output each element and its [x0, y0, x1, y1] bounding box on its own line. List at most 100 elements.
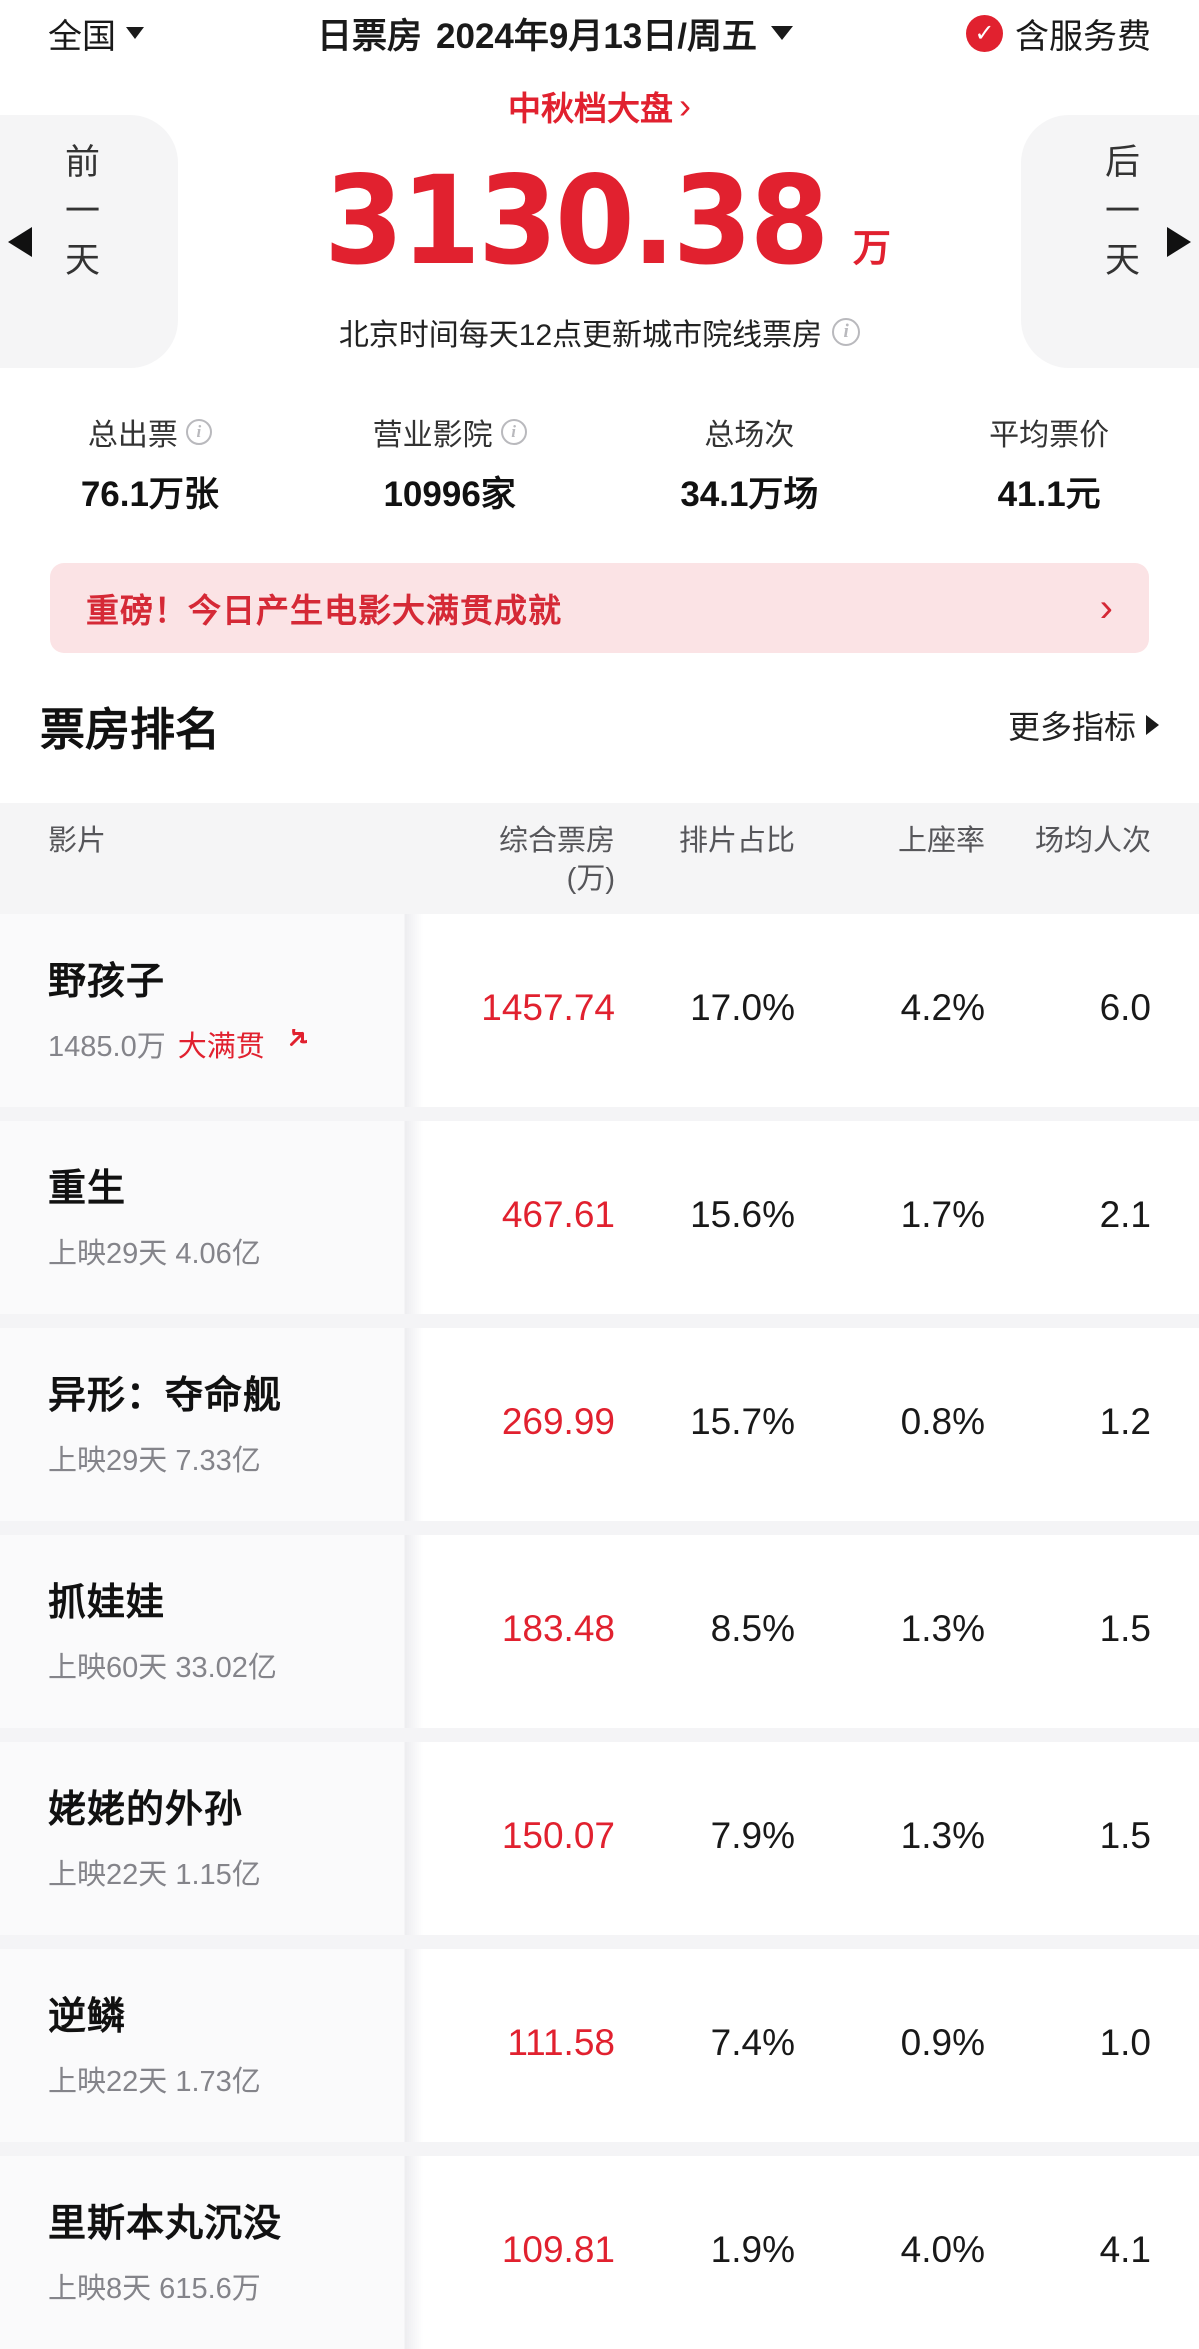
table-row[interactable]: 抓娃娃 上映60天 33.02亿 183.48 8.5% 1.3% 1.5 — [0, 1535, 1199, 1743]
stat-value: 76.1万张 — [80, 475, 219, 514]
box-office-value: 1457.74 — [481, 986, 615, 1028]
box-office-value: 150.07 — [501, 1814, 615, 1856]
stat-value: 10996家 — [383, 475, 516, 514]
per-show-value: 1.5 — [1099, 1814, 1151, 1856]
stat-item: 平均票价 41.1元 — [899, 410, 1199, 517]
table-row[interactable]: 异形：夺命舰 上映29天 7.33亿 269.99 15.7% 0.8% 1.2 — [0, 1328, 1199, 1536]
arrow-left-icon — [8, 227, 32, 257]
info-icon[interactable] — [185, 419, 212, 445]
next-day-button[interactable]: 后一天 — [1021, 115, 1199, 368]
film-subtitle: 1485.0万 — [48, 1031, 166, 1064]
per-show-value: 1.5 — [1099, 1607, 1151, 1649]
film-title: 野孩子 — [48, 961, 166, 1004]
stat-value: 41.1元 — [997, 475, 1101, 514]
film-title: 抓娃娃 — [48, 1582, 166, 1625]
per-show-value: 1.0 — [1099, 2021, 1151, 2063]
column-box-office-line2: (万) — [566, 862, 615, 895]
film-subtitle-row: 1485.0万 大满贯 — [48, 1023, 405, 1065]
film-title: 里斯本丸沉没 — [48, 2203, 283, 2246]
schedule-share-value: 17.0% — [690, 986, 795, 1028]
festival-link-label: 中秋档大盘 — [508, 90, 673, 127]
chevron-down-icon — [771, 26, 793, 40]
film-subtitle: 上映29天 4.06亿 — [48, 1238, 261, 1271]
page-title: 日票房 — [317, 16, 423, 56]
occupancy-value: 0.8% — [900, 1400, 985, 1442]
occupancy-value: 1.7% — [900, 1193, 985, 1235]
total-box-office-value: 3130.38 — [324, 149, 829, 292]
column-schedule-share: 排片占比 — [678, 825, 795, 857]
column-box-office: 综合票房 (万) — [405, 823, 615, 898]
film-cell: 逆鳞 上映22天 1.73亿 — [48, 1985, 405, 2100]
arrow-right-icon — [1167, 227, 1191, 257]
table-row[interactable]: 逆鳞 上映22天 1.73亿 111.58 7.4% 0.9% 1.0 — [0, 1949, 1199, 2157]
more-indicators-label: 更多指标 — [1007, 709, 1136, 745]
column-occupancy: 上座率 — [897, 825, 985, 857]
table-row[interactable]: 野孩子 1485.0万 大满贯 1457.74 17.0% 4.2% 6.0 — [0, 914, 1199, 1122]
date-label: 2024年9月13日/周五 — [436, 16, 757, 56]
schedule-share-value: 8.5% — [710, 1607, 795, 1649]
per-show-value: 4.1 — [1099, 2228, 1151, 2270]
stats-row: 总出票 76.1万张 营业影院 10996家 总场次 34.1万场 平均票价 4… — [0, 410, 1199, 517]
film-title: 姥姥的外孙 — [48, 1789, 244, 1832]
film-title: 异形：夺命舰 — [48, 1375, 283, 1418]
column-film: 影片 — [48, 825, 107, 857]
more-indicators-button[interactable]: 更多指标 — [1008, 702, 1159, 748]
film-subtitle-row: 上映22天 1.15亿 — [48, 1851, 405, 1893]
column-per-show: 场均人次 — [1034, 825, 1151, 857]
film-subtitle: 上映29天 7.33亿 — [48, 1445, 261, 1478]
table-row[interactable]: 姥姥的外孙 上映22天 1.15亿 150.07 7.9% 1.3% 1.5 — [0, 1742, 1199, 1950]
film-subtitle-row: 上映60天 33.02亿 — [48, 1644, 405, 1686]
per-show-value: 1.2 — [1099, 1400, 1151, 1442]
film-cell: 抓娃娃 上映60天 33.02亿 — [48, 1571, 405, 1686]
stat-item: 总出票 76.1万张 — [0, 410, 300, 517]
film-subtitle: 上映22天 1.15亿 — [48, 1859, 261, 1892]
film-cell: 野孩子 1485.0万 大满贯 — [48, 950, 405, 1065]
schedule-share-value: 7.4% — [710, 2021, 795, 2063]
per-show-value: 6.0 — [1099, 986, 1151, 1028]
box-office-value: 269.99 — [501, 1400, 615, 1442]
film-cell: 姥姥的外孙 上映22天 1.15亿 — [48, 1778, 405, 1893]
occupancy-value: 4.2% — [900, 986, 985, 1028]
date-selector[interactable]: 日票房 2024年9月13日/周五 — [317, 8, 793, 59]
top-bar: 全国 日票房 2024年9月13日/周五 含服务费 — [0, 0, 1199, 56]
column-box-office-line1: 综合票房 — [498, 825, 615, 857]
total-box-office-unit: 万 — [852, 228, 891, 270]
occupancy-value: 1.3% — [900, 1814, 985, 1856]
stat-label: 总出票 — [87, 419, 178, 452]
box-office-value: 111.58 — [507, 2021, 615, 2063]
film-subtitle: 上映60天 33.02亿 — [48, 1652, 277, 1685]
film-cell: 里斯本丸沉没 上映8天 615.6万 — [48, 2192, 405, 2307]
table-row[interactable]: 里斯本丸沉没 上映8天 615.6万 109.81 1.9% 4.0% 4.1 — [0, 2156, 1199, 2349]
stat-value: 34.1万场 — [680, 475, 819, 514]
film-subtitle-row: 上映22天 1.73亿 — [48, 2058, 405, 2100]
prev-day-button[interactable]: 前一天 — [0, 115, 178, 368]
achievement-banner[interactable]: 重磅！今日产生电影大满贯成就 › — [50, 563, 1149, 653]
per-show-value: 2.1 — [1099, 1193, 1151, 1235]
film-subtitle: 上映22天 1.73亿 — [48, 2066, 261, 2099]
region-selector[interactable]: 全国 — [48, 9, 144, 58]
region-label: 全国 — [48, 17, 116, 56]
table-row[interactable]: 重生 上映29天 4.06亿 467.61 15.6% 1.7% 2.1 — [0, 1121, 1199, 1329]
banner-text: 重磅！今日产生电影大满贯成就 — [86, 592, 562, 629]
info-icon[interactable] — [500, 419, 527, 445]
box-office-value: 183.48 — [501, 1607, 615, 1649]
schedule-share-value: 15.6% — [690, 1193, 795, 1235]
stat-label: 营业影院 — [372, 419, 493, 452]
service-fee-toggle[interactable]: 含服务费 — [966, 9, 1151, 58]
prev-day-label: 前一天 — [60, 143, 99, 290]
info-icon[interactable] — [832, 318, 861, 346]
stat-label: 总场次 — [704, 419, 795, 452]
film-subtitle-row: 上映29天 4.06亿 — [48, 1230, 405, 1272]
schedule-share-value: 1.9% — [710, 2228, 795, 2270]
update-note: 北京时间每天12点更新城市院线票房 — [338, 310, 861, 354]
grand-slam-badge[interactable]: 大满贯 — [177, 1031, 265, 1064]
film-title: 重生 — [48, 1168, 127, 1211]
total-box-office: 3130.38 万 — [0, 130, 1199, 288]
triangle-right-icon — [1146, 715, 1159, 735]
update-note-text: 北京时间每天12点更新城市院线票房 — [338, 319, 823, 352]
film-title: 逆鳞 — [48, 1996, 127, 2039]
next-day-label: 后一天 — [1100, 143, 1139, 290]
occupancy-value: 0.9% — [900, 2021, 985, 2063]
service-fee-label: 含服务费 — [1015, 17, 1151, 56]
festival-link[interactable]: 中秋档大盘 › — [508, 82, 691, 130]
